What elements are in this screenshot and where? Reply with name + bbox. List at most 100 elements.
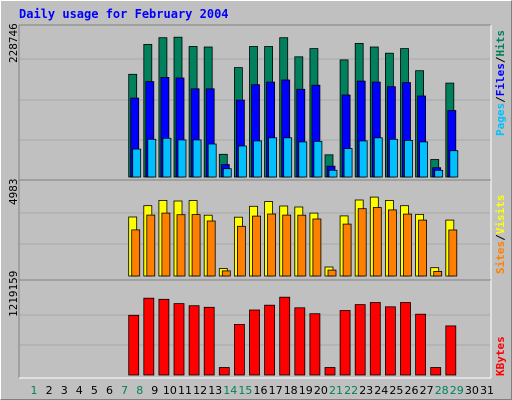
- bar-sites-day-27: [418, 219, 428, 277]
- bar-kbytes-day-20: [309, 313, 321, 376]
- bar-sites-day-10: [161, 212, 171, 277]
- bar-kbytes-day-22: [339, 310, 351, 376]
- day-label-1: 1: [31, 384, 38, 397]
- day-label-31: 31: [480, 384, 494, 397]
- day-label-22: 22: [344, 384, 358, 397]
- bar-pages-day-21: [328, 169, 338, 178]
- bar-pages-day-10: [162, 137, 172, 178]
- bar-pages-day-29: [449, 150, 459, 178]
- legend-files: Files: [494, 63, 507, 96]
- bar-pages-day-26: [404, 139, 413, 178]
- day-label-14: 14: [223, 384, 237, 397]
- bar-sites-day-11: [176, 214, 186, 277]
- day-label-11: 11: [178, 384, 192, 397]
- bar-sites-day-20: [312, 218, 322, 277]
- day-label-29: 29: [450, 384, 464, 397]
- bar-sites-day-23: [357, 208, 367, 277]
- day-label-6: 6: [106, 384, 113, 397]
- day-label-16: 16: [254, 384, 268, 397]
- bar-pages-day-16: [253, 140, 262, 178]
- bar-sites-day-8: [131, 229, 141, 277]
- bar-pages-day-28: [434, 169, 444, 178]
- legend-hits: Hits: [494, 30, 507, 57]
- day-label-17: 17: [269, 384, 283, 397]
- bar-sites-day-13: [206, 220, 216, 277]
- legend-sep-3: /: [494, 234, 507, 241]
- bar-pages-day-23: [358, 140, 368, 178]
- day-label-28: 28: [435, 384, 449, 397]
- bar-kbytes-day-27: [415, 313, 427, 376]
- bar-kbytes-day-25: [384, 306, 396, 376]
- bar-sites-day-26: [403, 213, 412, 277]
- bar-sites-day-16: [252, 215, 261, 277]
- chart-title: Daily usage for February 2004: [19, 7, 229, 21]
- bar-pages-day-22: [343, 148, 353, 178]
- bar-kbytes-day-23: [354, 304, 366, 376]
- bar-kbytes-day-21: [324, 367, 336, 376]
- bar-kbytes-day-24: [369, 302, 381, 376]
- bar-kbytes-day-10: [158, 298, 170, 376]
- bar-sites-day-25: [387, 209, 397, 277]
- day-label-5: 5: [91, 384, 98, 397]
- bar-kbytes-day-14: [218, 367, 230, 376]
- day-label-13: 13: [208, 384, 222, 397]
- day-label-24: 24: [374, 384, 388, 397]
- day-label-25: 25: [389, 384, 403, 397]
- day-label-8: 8: [136, 384, 143, 397]
- bar-sites-day-18: [282, 214, 292, 277]
- day-label-20: 20: [314, 384, 328, 397]
- bar-kbytes-day-16: [249, 309, 260, 376]
- legend-visits: Visits: [494, 195, 507, 235]
- bar-sites-day-19: [297, 214, 307, 277]
- bar-pages-day-9: [147, 138, 157, 178]
- day-label-12: 12: [193, 384, 207, 397]
- day-label-23: 23: [359, 384, 373, 397]
- legend-sep-1: /: [494, 96, 507, 103]
- day-label-2: 2: [46, 384, 53, 397]
- bar-pages-day-25: [388, 138, 398, 178]
- bar-kbytes-day-26: [400, 302, 411, 376]
- bar-sites-day-29: [448, 229, 458, 277]
- bar-kbytes-day-18: [279, 296, 291, 376]
- day-label-30: 30: [465, 384, 479, 397]
- bar-pages-day-13: [207, 143, 217, 178]
- day-label-27: 27: [420, 384, 434, 397]
- bar-pages-day-14: [222, 168, 232, 178]
- day-label-4: 4: [76, 384, 83, 397]
- day-label-3: 3: [61, 384, 68, 397]
- bar-sites-day-17: [267, 213, 277, 277]
- visits-ymax-label: 4983: [7, 179, 20, 206]
- bar-pages-day-20: [313, 140, 323, 178]
- bar-kbytes-day-17: [264, 304, 276, 376]
- bar-kbytes-day-11: [173, 303, 185, 376]
- bar-sites-day-9: [146, 214, 156, 277]
- legend-kbytes: KBytes: [494, 336, 507, 376]
- bar-pages-day-24: [373, 137, 383, 178]
- day-label-9: 9: [151, 384, 158, 397]
- bar-sites-day-21: [327, 269, 337, 277]
- bar-pages-day-8: [132, 148, 142, 178]
- bar-pages-day-12: [192, 139, 202, 178]
- bar-pages-day-11: [177, 139, 187, 178]
- legend-top: Pages/Files/Hits: [494, 30, 507, 136]
- bar-kbytes-day-8: [128, 314, 140, 376]
- day-label-18: 18: [284, 384, 298, 397]
- bar-pages-day-18: [283, 137, 293, 178]
- day-label-21: 21: [329, 384, 343, 397]
- bar-pages-day-27: [419, 141, 429, 178]
- day-label-26: 26: [405, 384, 419, 397]
- legend-sep-2: /: [494, 56, 507, 63]
- kbytes-ymax-label: 1219159: [7, 271, 20, 317]
- bar-sites-day-14: [221, 270, 231, 277]
- bar-kbytes-day-29: [445, 325, 457, 376]
- bar-kbytes-day-9: [143, 297, 155, 376]
- bar-pages-day-15: [237, 145, 247, 178]
- bar-kbytes-day-15: [233, 323, 245, 376]
- bar-sites-day-24: [372, 207, 382, 277]
- bar-pages-day-17: [268, 137, 278, 178]
- day-label-10: 10: [163, 384, 177, 397]
- legend-middle: Sites/Visits: [494, 195, 507, 275]
- bar-kbytes-day-13: [203, 306, 215, 376]
- day-label-7: 7: [121, 384, 128, 397]
